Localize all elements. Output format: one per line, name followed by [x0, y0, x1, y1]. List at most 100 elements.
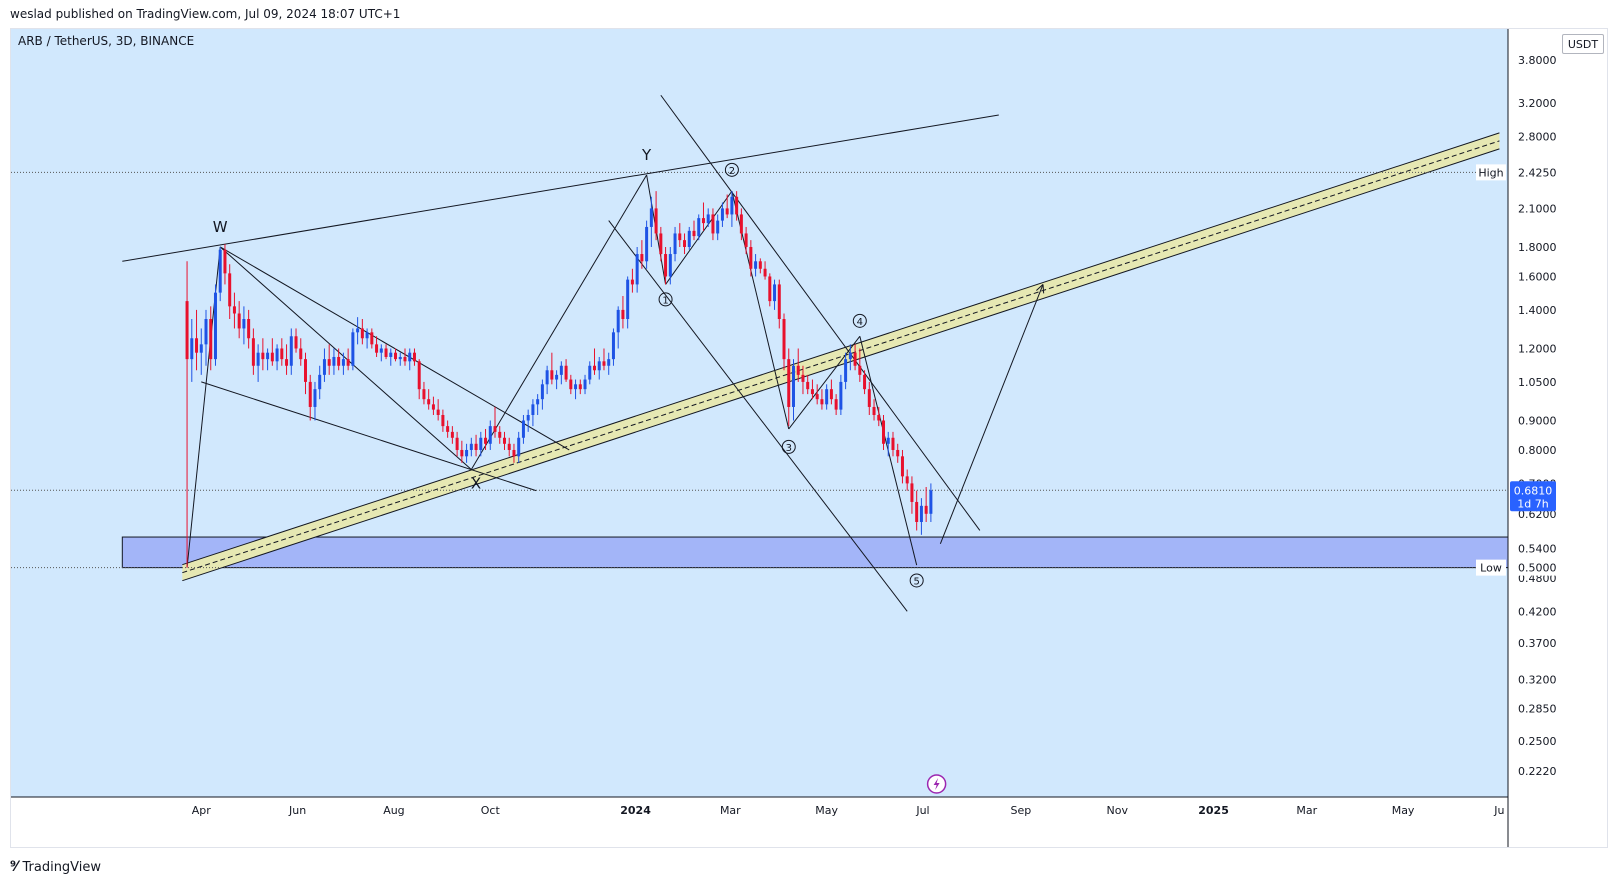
- candle[interactable]: [848, 344, 852, 371]
- candle[interactable]: [322, 348, 326, 382]
- candle[interactable]: [649, 196, 653, 247]
- candle[interactable]: [626, 276, 630, 329]
- candle[interactable]: [711, 208, 715, 241]
- candle[interactable]: [810, 379, 814, 400]
- candle[interactable]: [341, 352, 345, 375]
- candle[interactable]: [327, 344, 331, 375]
- candle[interactable]: [465, 443, 469, 463]
- candle[interactable]: [408, 348, 412, 371]
- candle[interactable]: [294, 328, 298, 353]
- trendline[interactable]: [660, 94, 981, 531]
- candle[interactable]: [223, 244, 227, 285]
- candle[interactable]: [389, 348, 393, 366]
- candle[interactable]: [583, 374, 587, 395]
- candle[interactable]: [308, 374, 312, 421]
- candle[interactable]: [645, 220, 649, 269]
- lightning-icon[interactable]: [926, 774, 947, 794]
- trendline[interactable]: [219, 246, 570, 451]
- candle[interactable]: [195, 309, 199, 371]
- candle[interactable]: [251, 328, 255, 375]
- chart-area[interactable]: W X Y 1 2 3 4 5 Apr Jun Aug Oct 2024 Mar May Jul Sep Nov…: [10, 28, 1608, 848]
- candle[interactable]: [422, 381, 426, 405]
- candle[interactable]: [574, 379, 578, 400]
- candle[interactable]: [882, 414, 886, 450]
- candle[interactable]: [768, 273, 772, 307]
- candle[interactable]: [791, 359, 795, 421]
- projection-arrow[interactable]: [939, 284, 1044, 544]
- candle[interactable]: [484, 428, 488, 450]
- candle[interactable]: [275, 344, 279, 371]
- candle[interactable]: [412, 348, 416, 366]
- candle[interactable]: [313, 381, 317, 421]
- candle[interactable]: [597, 356, 601, 380]
- candle[interactable]: [593, 348, 597, 375]
- candle[interactable]: [630, 268, 634, 293]
- candle[interactable]: [266, 348, 270, 371]
- candle[interactable]: [394, 348, 398, 362]
- candle[interactable]: [540, 379, 544, 410]
- candle[interactable]: [782, 313, 786, 371]
- candle[interactable]: [905, 469, 909, 491]
- candle[interactable]: [512, 443, 516, 463]
- candle[interactable]: [578, 379, 582, 395]
- candle[interactable]: [915, 490, 919, 531]
- channel-band[interactable]: [182, 132, 1500, 581]
- trendline[interactable]: [470, 174, 648, 470]
- candle[interactable]: [621, 295, 625, 329]
- candle[interactable]: [697, 214, 701, 241]
- candle[interactable]: [891, 431, 895, 457]
- candle[interactable]: [602, 348, 606, 371]
- candle[interactable]: [773, 279, 777, 310]
- candle[interactable]: [706, 208, 710, 227]
- candle[interactable]: [777, 279, 781, 329]
- candle[interactable]: [502, 431, 506, 450]
- price-axis[interactable]: 3.8000 3.2000 2.8000 2.1000 1.8000 1.6000 1.40…: [1507, 29, 1608, 848]
- candle[interactable]: [654, 191, 658, 241]
- channel-upper-line[interactable]: [182, 132, 1500, 566]
- candle[interactable]: [204, 309, 208, 366]
- candle[interactable]: [872, 399, 876, 421]
- candle[interactable]: [758, 258, 762, 274]
- candle[interactable]: [801, 365, 805, 395]
- candle[interactable]: [446, 420, 450, 438]
- candle[interactable]: [550, 352, 554, 385]
- candle[interactable]: [455, 431, 459, 457]
- candle[interactable]: [735, 191, 739, 221]
- candle[interactable]: [242, 306, 246, 345]
- candle[interactable]: [820, 389, 824, 410]
- candle[interactable]: [754, 254, 758, 277]
- candle[interactable]: [720, 202, 724, 227]
- candle[interactable]: [730, 191, 734, 227]
- candle[interactable]: [844, 352, 848, 390]
- candle[interactable]: [555, 370, 559, 390]
- candle[interactable]: [299, 338, 303, 366]
- candle[interactable]: [664, 246, 668, 285]
- candle[interactable]: [877, 406, 881, 427]
- candle[interactable]: [796, 348, 800, 382]
- candle[interactable]: [716, 214, 720, 241]
- candle[interactable]: [929, 483, 933, 522]
- candle[interactable]: [270, 338, 274, 366]
- candle[interactable]: [469, 437, 473, 457]
- candle[interactable]: [384, 344, 388, 360]
- candle[interactable]: [498, 426, 502, 444]
- candle[interactable]: [479, 431, 483, 457]
- candle[interactable]: [725, 194, 729, 219]
- candle[interactable]: [564, 359, 568, 382]
- candle[interactable]: [683, 233, 687, 255]
- candle[interactable]: [559, 361, 563, 385]
- candle[interactable]: [356, 317, 360, 345]
- candle[interactable]: [924, 487, 928, 522]
- candle[interactable]: [460, 440, 464, 463]
- candle[interactable]: [607, 352, 611, 375]
- candle[interactable]: [185, 261, 189, 568]
- candle[interactable]: [749, 240, 753, 277]
- candle[interactable]: [744, 226, 748, 255]
- trendline[interactable]: [788, 335, 861, 430]
- candle[interactable]: [493, 406, 497, 438]
- candle[interactable]: [919, 498, 923, 535]
- candle[interactable]: [332, 348, 336, 375]
- candle[interactable]: [360, 319, 364, 345]
- candle[interactable]: [303, 352, 307, 395]
